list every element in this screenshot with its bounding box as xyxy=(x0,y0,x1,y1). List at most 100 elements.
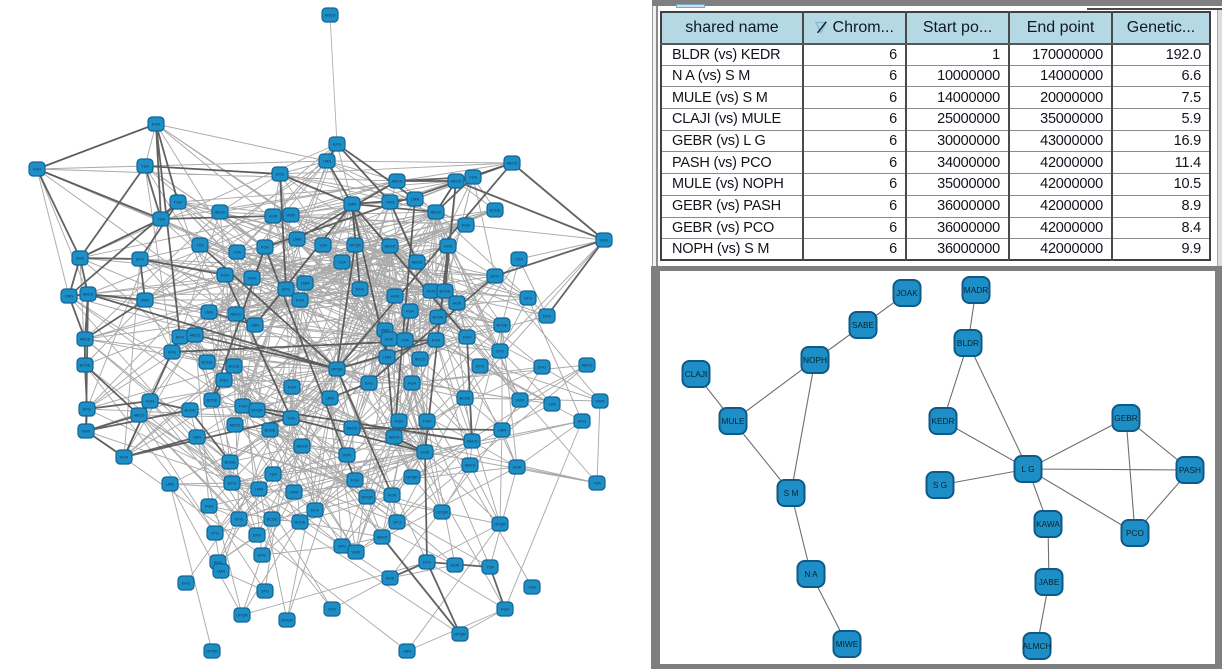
svg-text:ABCD: ABCD xyxy=(384,244,395,249)
svg-text:EFG: EFG xyxy=(258,553,266,558)
svg-text:EFG: EFG xyxy=(282,287,290,292)
svg-text:LMN: LMN xyxy=(383,355,392,360)
svg-text:HIJK: HIJK xyxy=(421,450,430,455)
svg-text:EFG: EFG xyxy=(543,314,551,319)
svg-text:YZA: YZA xyxy=(401,338,409,343)
svg-text:EFG: EFG xyxy=(176,335,184,340)
svg-text:VWX: VWX xyxy=(286,213,295,218)
svg-text:ABCD: ABCD xyxy=(214,210,225,215)
svg-text:BCDE: BCDE xyxy=(496,323,507,328)
svg-text:FGH: FGH xyxy=(174,200,183,205)
svg-text:FGH: FGH xyxy=(152,122,161,127)
svg-text:OPQR: OPQR xyxy=(494,522,506,527)
svg-text:EFG: EFG xyxy=(136,257,144,262)
svg-text:ABCD: ABCD xyxy=(466,439,477,444)
svg-text:VWX: VWX xyxy=(385,200,394,205)
svg-text:ABCD: ABCD xyxy=(391,179,402,184)
svg-text:ABCD: ABCD xyxy=(229,423,240,428)
svg-text:ABCD: ABCD xyxy=(414,357,425,362)
svg-text:BCDE: BCDE xyxy=(294,520,305,525)
svg-text:HIJK: HIJK xyxy=(453,301,462,306)
svg-text:EFG: EFG xyxy=(365,381,373,386)
svg-text:MADR: MADR xyxy=(964,285,988,295)
svg-text:EFG: EFG xyxy=(235,517,243,522)
svg-text:HIJK: HIJK xyxy=(427,289,436,294)
svg-text:FGH: FGH xyxy=(463,335,472,340)
svg-text:HIJK: HIJK xyxy=(385,337,394,342)
svg-text:LMN: LMN xyxy=(205,310,214,315)
svg-text:YZA: YZA xyxy=(233,250,241,255)
svg-text:STU: STU xyxy=(328,607,336,612)
svg-text:EFG: EFG xyxy=(491,274,499,279)
svg-text:ABCD: ABCD xyxy=(133,413,144,418)
svg-text:STU: STU xyxy=(338,544,346,549)
svg-text:FGH: FGH xyxy=(205,504,214,509)
svg-text:VWX: VWX xyxy=(595,399,604,404)
svg-text:OPQR: OPQR xyxy=(206,649,218,654)
svg-text:BCDE: BCDE xyxy=(206,398,217,403)
svg-text:ABCD: ABCD xyxy=(230,312,241,317)
svg-text:OPQR: OPQR xyxy=(281,618,293,623)
svg-text:YZA: YZA xyxy=(486,565,494,570)
svg-text:OPQR: OPQR xyxy=(331,367,343,372)
svg-text:EFG: EFG xyxy=(214,560,222,565)
svg-text:EFG: EFG xyxy=(253,533,261,538)
svg-text:BCDE: BCDE xyxy=(459,396,470,401)
svg-text:YZA: YZA xyxy=(469,175,477,180)
svg-text:BCDE: BCDE xyxy=(79,363,90,368)
svg-text:FGH: FGH xyxy=(33,167,42,172)
svg-text:HIJK: HIJK xyxy=(269,214,278,219)
svg-text:EFG: EFG xyxy=(476,364,484,369)
svg-text:EFG: EFG xyxy=(182,581,190,586)
svg-text:FGH: FGH xyxy=(408,381,417,386)
svg-text:MIWE: MIWE xyxy=(836,639,859,649)
svg-text:YZA: YZA xyxy=(338,260,346,265)
svg-text:FGH: FGH xyxy=(351,478,360,483)
svg-text:LMN: LMN xyxy=(193,435,202,440)
svg-text:BCDE: BCDE xyxy=(184,408,195,413)
svg-text:VWX: VWX xyxy=(380,328,389,333)
svg-text:VWX: VWX xyxy=(247,276,256,281)
svg-text:OPQR: OPQR xyxy=(236,613,248,618)
svg-text:OPQR: OPQR xyxy=(349,243,361,248)
svg-text:ABCD: ABCD xyxy=(411,260,422,265)
svg-text:LMN: LMN xyxy=(301,281,310,286)
svg-text:FGH: FGH xyxy=(423,419,432,424)
svg-text:HIJK: HIJK xyxy=(76,256,85,261)
svg-text:YZA: YZA xyxy=(141,164,149,169)
svg-text:EFG: EFG xyxy=(311,508,319,513)
svg-text:N A: N A xyxy=(804,569,818,579)
svg-text:LMN: LMN xyxy=(326,396,335,401)
svg-text:LMN: LMN xyxy=(217,569,226,574)
svg-text:LMN: LMN xyxy=(255,487,264,492)
svg-text:ABCD: ABCD xyxy=(79,337,90,342)
svg-text:LMN: LMN xyxy=(166,482,175,487)
svg-text:OPQR: OPQR xyxy=(361,495,373,500)
svg-text:MULE: MULE xyxy=(721,416,745,426)
svg-text:YZA: YZA xyxy=(287,416,295,421)
svg-text:ABCD: ABCD xyxy=(430,210,441,215)
svg-text:FGH: FGH xyxy=(146,399,155,404)
svg-text:OPQR: OPQR xyxy=(251,408,263,413)
svg-text:YZA: YZA xyxy=(319,243,327,248)
svg-text:SABE: SABE xyxy=(852,320,875,330)
svg-text:LMN: LMN xyxy=(293,237,302,242)
svg-text:ABCD: ABCD xyxy=(189,333,200,338)
svg-text:VWX: VWX xyxy=(515,398,524,403)
svg-text:BCDE: BCDE xyxy=(201,360,212,365)
svg-text:BCDE: BCDE xyxy=(228,364,239,369)
svg-text:HIJK: HIJK xyxy=(386,576,395,581)
svg-text:YZA: YZA xyxy=(593,481,601,486)
svg-text:KAWA: KAWA xyxy=(1036,519,1060,529)
svg-text:PCO: PCO xyxy=(1126,528,1145,538)
svg-text:VWX: VWX xyxy=(289,490,298,495)
svg-text:YZA: YZA xyxy=(157,217,165,222)
svg-text:LMN: LMN xyxy=(323,159,332,164)
svg-text:EFG: EFG xyxy=(423,560,431,565)
svg-text:OPQR: OPQR xyxy=(436,510,448,515)
svg-text:VWX: VWX xyxy=(81,429,90,434)
svg-text:STU: STU xyxy=(496,349,504,354)
svg-text:YZA: YZA xyxy=(515,257,523,262)
svg-text:LMN: LMN xyxy=(411,197,420,202)
svg-text:HIJK: HIJK xyxy=(120,455,129,460)
